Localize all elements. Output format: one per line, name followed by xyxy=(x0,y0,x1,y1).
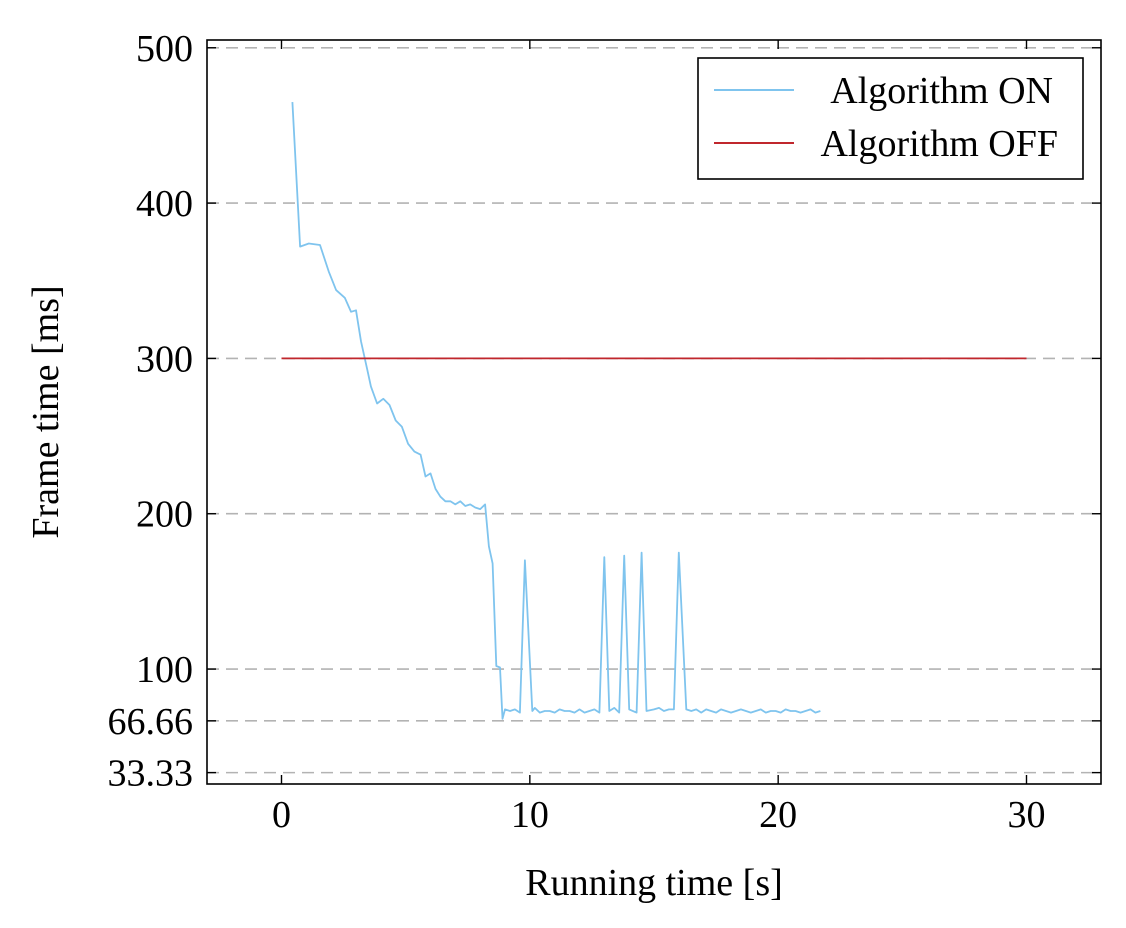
legend-label-algorithm-off: Algorithm OFF xyxy=(820,123,1058,165)
x-tick-label: 10 xyxy=(511,794,549,836)
x-axis-label: Running time [s] xyxy=(525,862,783,904)
y-tick-label: 33.33 xyxy=(108,753,194,795)
plot-series xyxy=(281,102,1027,720)
y-tick-label: 100 xyxy=(136,649,193,691)
series-line-algorithm-on xyxy=(291,102,821,720)
legend: Algorithm ON Algorithm OFF xyxy=(697,57,1084,180)
legend-box xyxy=(697,57,1084,180)
plot-area-frame xyxy=(206,39,1102,785)
axis-ticks: 33.33 66.66 100 200 300 400 500 0 10 20 30 xyxy=(108,28,1101,836)
y-tick-label: 500 xyxy=(136,28,193,70)
x-tick-label: 30 xyxy=(1008,794,1046,836)
y-tick-label: 66.66 xyxy=(108,701,194,743)
x-tick-label: 0 xyxy=(272,794,291,836)
y-axis-label: Frame time [ms] xyxy=(25,285,67,538)
y-tick-label: 300 xyxy=(136,338,193,380)
legend-label-algorithm-on: Algorithm ON xyxy=(830,70,1053,112)
y-tick-label: 400 xyxy=(136,183,193,225)
x-tick-label: 20 xyxy=(759,794,797,836)
y-tick-label: 200 xyxy=(136,494,193,536)
